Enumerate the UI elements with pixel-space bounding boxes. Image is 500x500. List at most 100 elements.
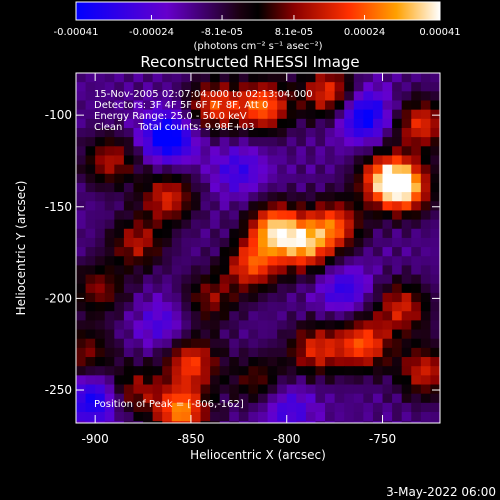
heatmap-cell [305, 375, 317, 386]
heatmap-cell [200, 73, 211, 83]
heatmap-cell [411, 118, 422, 129]
heatmap-cell [372, 375, 384, 386]
heatmap-cell [123, 292, 135, 303]
heatmap-cell [411, 146, 422, 157]
heatmap-cell [143, 91, 154, 102]
heatmap-cell [401, 366, 412, 376]
heatmap-cell [162, 320, 173, 331]
heatmap-cell [363, 82, 374, 92]
heatmap-cell [200, 274, 211, 285]
heatmap-cell [210, 137, 221, 147]
heatmap-cell [353, 100, 364, 111]
heatmap-cell [238, 192, 250, 202]
heatmap-cell [372, 118, 384, 129]
heatmap-cell [143, 292, 154, 303]
heatmap-cell [123, 91, 135, 102]
heatmap-cell [267, 384, 278, 395]
heatmap-cell [305, 173, 317, 184]
heatmap-cell [152, 347, 163, 358]
heatmap-cell [162, 357, 173, 367]
heatmap-cell [114, 292, 125, 303]
heatmap-cell [123, 164, 135, 175]
heatmap-cell [114, 146, 125, 157]
heatmap-cell [286, 329, 297, 340]
heatmap-cell [286, 412, 297, 422]
heatmap-cell [305, 146, 317, 157]
heatmap-cell [363, 256, 374, 267]
heatmap-cell [430, 402, 440, 413]
heatmap-cell [411, 347, 422, 358]
heatmap-cell [238, 412, 250, 422]
y-tick-label: -200 [45, 291, 72, 305]
heatmap-cell [76, 311, 87, 321]
heatmap-cell [152, 274, 163, 285]
heatmap-cell [181, 302, 192, 312]
heatmap-cell [200, 402, 211, 413]
heatmap-cell [152, 329, 163, 340]
heatmap-cell [344, 338, 355, 349]
heatmap-cell [382, 375, 393, 386]
heatmap-cell [104, 421, 115, 423]
heatmap-cell [76, 393, 87, 404]
heatmap-cell [210, 146, 221, 157]
heatmap-cell [305, 302, 317, 312]
heatmap-cell [430, 256, 440, 267]
heatmap-cell [85, 375, 96, 386]
heatmap-cell [296, 311, 307, 321]
heatmap-cell [248, 173, 259, 184]
heatmap-cell [238, 375, 250, 386]
heatmap-cell [258, 100, 269, 111]
heatmap-cell [334, 155, 345, 166]
heatmap-cell [238, 73, 250, 83]
heatmap-cell [286, 421, 297, 423]
heatmap-cell [267, 100, 278, 111]
heatmap-cell [200, 201, 211, 212]
heatmap-cell [286, 320, 297, 331]
heatmap-cell [200, 137, 211, 147]
heatmap-cell [363, 237, 374, 248]
heatmap-cell [219, 357, 230, 367]
heatmap-cell [95, 91, 106, 102]
heatmap-cell [286, 347, 297, 358]
heatmap-cell [296, 192, 307, 202]
heatmap-cell [162, 393, 173, 404]
heatmap-cell [238, 292, 250, 303]
heatmap-cell [420, 329, 432, 340]
heatmap-cell [162, 338, 173, 349]
heatmap-cell [305, 127, 317, 138]
heatmap-cell [190, 274, 202, 285]
heatmap-cell [200, 421, 211, 423]
heatmap-cell [277, 412, 288, 422]
heatmap-cell [344, 412, 355, 422]
heatmap-cell [277, 384, 288, 395]
heatmap-cell [277, 292, 288, 303]
heatmap-cell [85, 366, 96, 376]
heatmap-cell [123, 118, 135, 129]
heatmap-cell [181, 73, 192, 83]
heatmap-cell [334, 412, 345, 422]
heatmap-cell [238, 366, 250, 376]
heatmap-cell [219, 402, 230, 413]
heatmap-cell [392, 210, 403, 221]
heatmap-cell [190, 283, 202, 294]
heatmap-cell [411, 393, 422, 404]
heatmap-cell [258, 412, 269, 422]
heatmap-cell [315, 338, 326, 349]
heatmap-cell [372, 274, 384, 285]
heatmap-cell [152, 402, 163, 413]
heatmap-cell [315, 100, 326, 111]
heatmap-cell [353, 237, 364, 248]
heatmap-cell [353, 173, 364, 184]
heatmap-cell [258, 283, 269, 294]
heatmap-cell [114, 219, 125, 230]
heatmap-cell [372, 311, 384, 321]
heatmap-cell [267, 173, 278, 184]
heatmap-cell [104, 329, 115, 340]
heatmap-cell [372, 283, 384, 294]
heatmap-cell [143, 219, 154, 230]
heatmap-cell [76, 402, 87, 413]
heatmap-cell [162, 302, 173, 312]
heatmap-cell [392, 347, 403, 358]
heatmap-cell [277, 164, 288, 175]
heatmap-cell [420, 283, 432, 294]
